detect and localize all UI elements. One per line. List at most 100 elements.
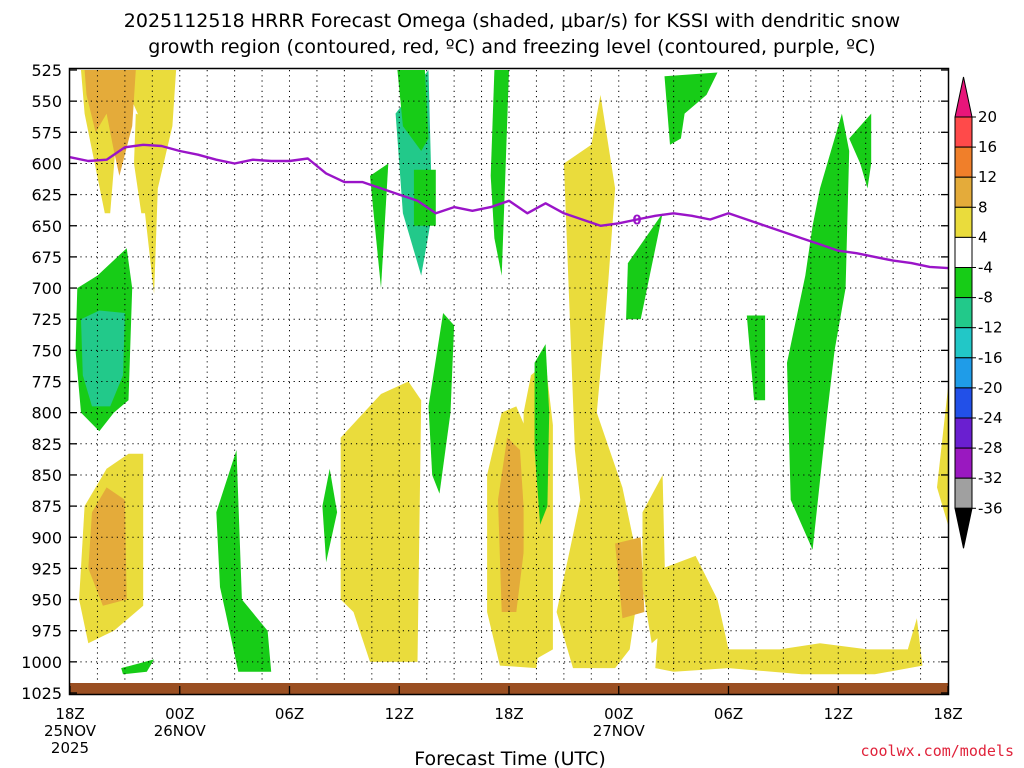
omega-region-20 (664, 72, 718, 145)
freezing-level-line (69, 143, 949, 270)
y-tick-label-750: 750 (31, 341, 62, 360)
y-tick-label-825: 825 (31, 435, 62, 454)
x-tick-label-0-1: 25NOV (44, 722, 97, 740)
omega-region-7 (121, 659, 155, 675)
colorbar-label--36: -36 (978, 499, 1003, 517)
colorbar-segment-0 (954, 116, 973, 148)
colorbar-segment-3 (954, 206, 973, 238)
x-tick-label-0-0: 18Z (55, 705, 84, 723)
y-tick-label-775: 775 (31, 373, 62, 392)
colorbar-label--4: -4 (978, 259, 993, 277)
x-tick-label-18-0: 12Z (385, 705, 414, 723)
omega-region-29 (322, 468, 338, 563)
colorbar-segment-9 (954, 387, 973, 419)
y-tick-label-675: 675 (31, 248, 62, 267)
x-tick-label-30-1: 27NOV (593, 722, 646, 740)
y-tick-label-700: 700 (31, 279, 62, 298)
credit-text: coolwx.com/models (860, 742, 1014, 760)
x-tick-label-48-0: 18Z (933, 705, 962, 723)
y-tick-label-525: 525 (31, 61, 62, 80)
y-tick-label-725: 725 (31, 310, 62, 329)
omega-region-14 (556, 94, 641, 669)
freezing-level-layer: 0 (69, 143, 949, 270)
omega-region-8 (216, 450, 272, 672)
colorbar-label--8: -8 (978, 289, 993, 307)
x-tick-label-0-2: 2025 (51, 739, 89, 757)
omega-region-28 (937, 387, 948, 525)
omega-region-16 (490, 70, 509, 276)
colorbar-label--12: -12 (978, 319, 1003, 337)
omega-shading-layer (75, 70, 948, 675)
y-tick-label-550: 550 (31, 92, 62, 111)
y-tick-label-800: 800 (31, 404, 62, 423)
y-tick-label-1000: 1000 (21, 653, 62, 672)
omega-region-4 (81, 310, 125, 407)
omega-region-22 (787, 113, 850, 550)
omega-region-15 (615, 537, 645, 619)
y-tick-label-575: 575 (31, 123, 62, 142)
colorbar-label-8: 8 (978, 198, 988, 216)
y-tick-label-1025: 1025 (21, 684, 62, 703)
chart-title-line2: growth region (contoured, red, ºC) and f… (148, 36, 875, 58)
colorbar-bottom-arrow (954, 507, 973, 549)
x-tick-label-36-0: 06Z (714, 705, 743, 723)
colorbar-segment-10 (954, 417, 973, 449)
y-tick-label-925: 925 (31, 559, 62, 578)
y-tick-label-950: 950 (31, 591, 62, 610)
colorbar-segment-5 (954, 267, 973, 299)
omega-region-18 (655, 555, 923, 675)
x-tick-label-42-0: 12Z (824, 705, 853, 723)
omega-region-23 (849, 113, 872, 189)
omega-region-9 (340, 381, 422, 662)
colorbar-label--32: -32 (978, 469, 1003, 487)
x-tick-label-6-0: 00Z (165, 705, 194, 723)
colorbar-segment-8 (954, 357, 973, 389)
chart-title-line1: 2025112518 HRRR Forecast Omega (shaded, … (124, 10, 900, 32)
omega-region-19 (626, 213, 663, 320)
y-tick-label-625: 625 (31, 186, 62, 205)
omega-region-30 (413, 169, 436, 226)
y-axis: 525 550 575 600 625 650 675 700 725 750 775 800 825 8… (21, 61, 948, 703)
omega-region-24 (428, 313, 455, 494)
freezing-level-label: 0 (633, 214, 642, 229)
grid-lines (70, 70, 948, 693)
x-tick-label-24-0: 18Z (494, 705, 523, 723)
y-tick-label-650: 650 (31, 217, 62, 236)
y-tick-label-850: 850 (31, 466, 62, 485)
omega-region-13 (534, 344, 550, 525)
colorbar-label--28: -28 (978, 439, 1003, 457)
omega-region-11 (498, 437, 526, 612)
omega-region-21 (746, 315, 766, 401)
colorbar-label--24: -24 (978, 409, 1003, 427)
x-axis-label: Forecast Time (UTC) (414, 748, 605, 768)
colorbar-label-4: 4 (978, 228, 988, 246)
colorbar-label--20: -20 (978, 379, 1003, 397)
x-tick-label-6-1: 26NOV (154, 722, 207, 740)
colorbar-segment-1 (954, 146, 973, 178)
omega-region-2 (134, 113, 151, 214)
colorbar-segment-2 (954, 176, 973, 208)
x-tick-label-30-0: 00Z (604, 705, 633, 723)
omega-region-6 (88, 487, 127, 606)
y-tick-label-975: 975 (31, 622, 62, 641)
colorbar-segment-12 (954, 477, 973, 509)
x-tick-label-12-0: 06Z (275, 705, 304, 723)
colorbar: 20 16 12 8 4 -4 -8 -12 -16 -20 -24 -28 -32 -36 (954, 76, 1003, 549)
omega-region-26 (397, 70, 429, 151)
colorbar-top-arrow (954, 76, 973, 118)
colorbar-segment-11 (954, 447, 973, 479)
colorbar-segment-6 (954, 297, 973, 329)
colorbar-segment-7 (954, 327, 973, 359)
colorbar-label-20: 20 (978, 108, 997, 126)
y-tick-label-900: 900 (31, 528, 62, 547)
colorbar-segment-4 (954, 236, 973, 268)
y-tick-label-600: 600 (31, 154, 62, 173)
colorbar-label-16: 16 (978, 138, 997, 156)
colorbar-label-12: 12 (978, 168, 997, 186)
omega-region-27 (370, 163, 389, 289)
y-tick-label-875: 875 (31, 497, 62, 516)
colorbar-label--16: -16 (978, 349, 1003, 367)
omega-region-0 (81, 70, 177, 295)
